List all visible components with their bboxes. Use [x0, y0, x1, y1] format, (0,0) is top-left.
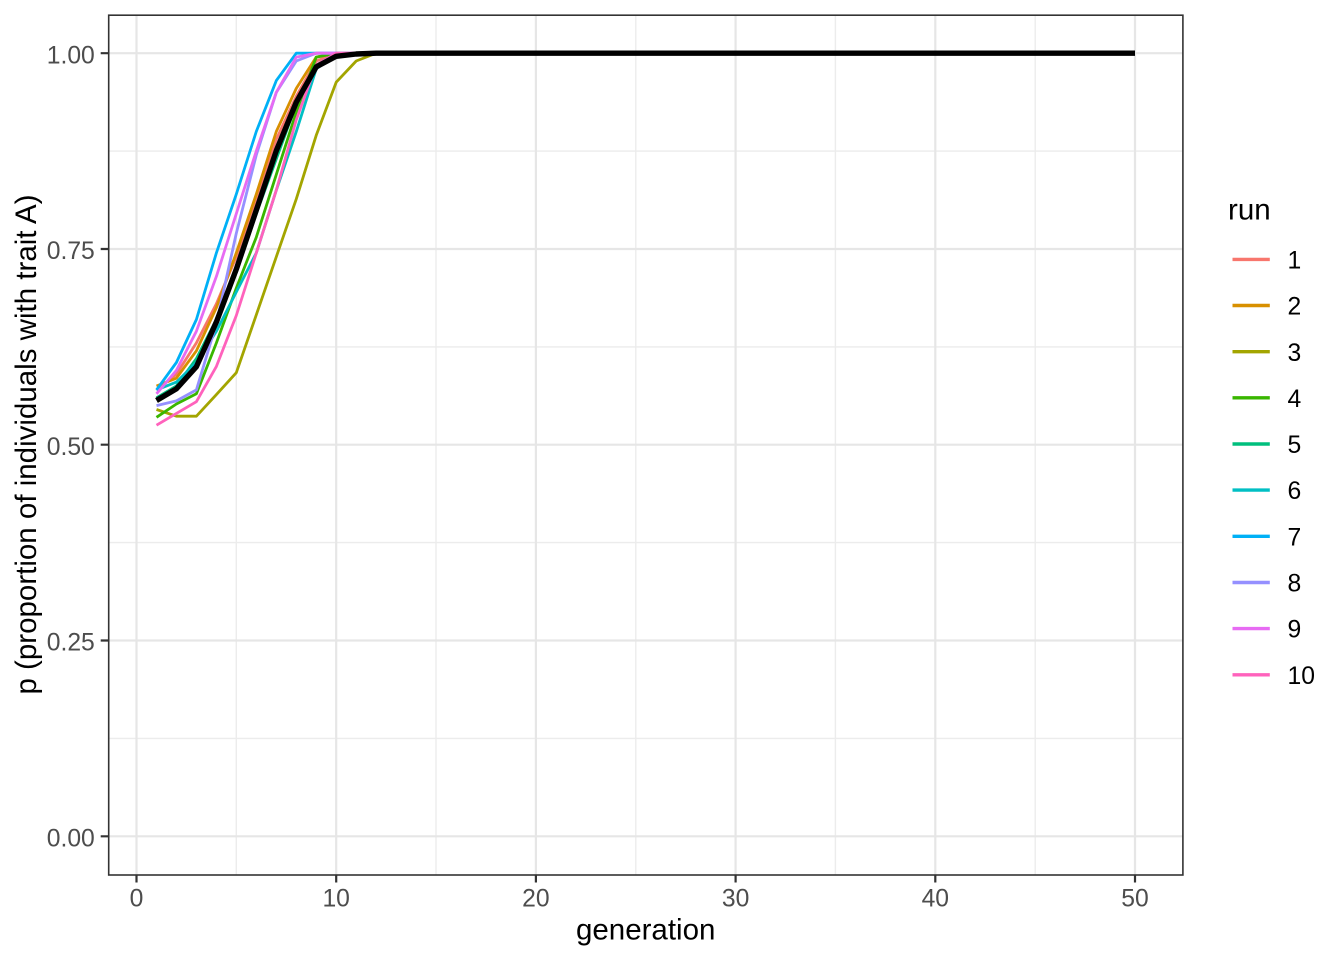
- svg-text:run: run: [1228, 194, 1271, 227]
- svg-text:0.00: 0.00: [47, 826, 95, 853]
- svg-text:10: 10: [322, 886, 349, 913]
- svg-text:2: 2: [1288, 294, 1302, 321]
- svg-text:1: 1: [1288, 248, 1302, 275]
- svg-text:3: 3: [1288, 340, 1302, 367]
- svg-text:10: 10: [1288, 663, 1315, 690]
- svg-text:50: 50: [1121, 886, 1148, 913]
- svg-text:8: 8: [1288, 571, 1302, 598]
- svg-text:1.00: 1.00: [47, 42, 95, 69]
- svg-text:generation: generation: [576, 914, 715, 947]
- svg-text:20: 20: [522, 886, 549, 913]
- svg-text:7: 7: [1288, 524, 1302, 551]
- svg-text:9: 9: [1288, 617, 1302, 644]
- svg-text:0.25: 0.25: [47, 630, 95, 657]
- svg-text:6: 6: [1288, 478, 1302, 505]
- svg-text:0.75: 0.75: [47, 238, 95, 265]
- svg-text:0.50: 0.50: [47, 434, 95, 461]
- svg-text:0: 0: [130, 886, 144, 913]
- svg-text:p (proportion of individuals w: p (proportion of individuals with trait …: [10, 194, 43, 694]
- svg-text:30: 30: [722, 886, 749, 913]
- svg-text:5: 5: [1288, 432, 1302, 459]
- svg-text:40: 40: [922, 886, 949, 913]
- svg-text:4: 4: [1288, 386, 1302, 413]
